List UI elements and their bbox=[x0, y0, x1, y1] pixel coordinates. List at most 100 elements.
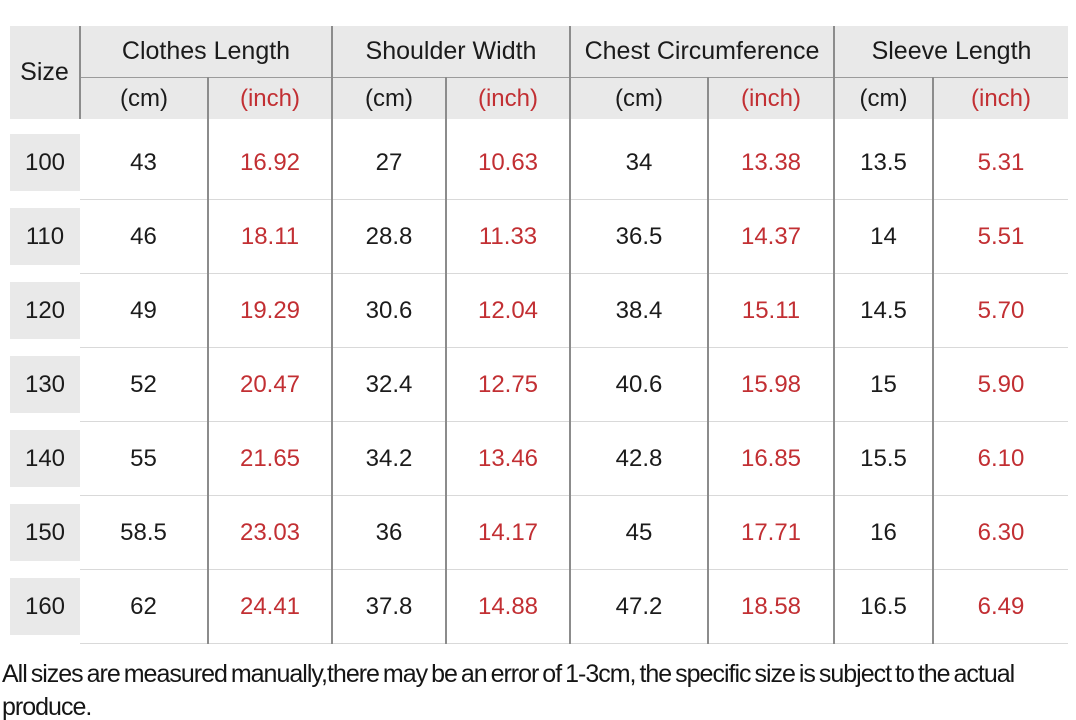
table-row: 130 52 20.47 32.4 12.75 40.6 15.98 15 5.… bbox=[10, 347, 1069, 422]
size-chart-table: Size Clothes Length Shoulder Width Chest… bbox=[10, 26, 1069, 644]
size-chip: 160 bbox=[10, 578, 80, 635]
column-group-clothes-length: Clothes Length bbox=[79, 26, 332, 78]
unit-label-inch: (inch) bbox=[207, 77, 332, 119]
size-cell: 150 bbox=[10, 495, 80, 570]
value-cell: 14.5 bbox=[833, 273, 933, 348]
value-cell: 58.5 bbox=[80, 495, 208, 570]
unit-label-cm: (cm) bbox=[331, 77, 446, 119]
size-cell: 100 bbox=[10, 126, 80, 200]
value-cell: 55 bbox=[80, 421, 208, 496]
value-cell: 34.2 bbox=[331, 421, 446, 496]
header-gap bbox=[80, 119, 208, 126]
header-gap bbox=[569, 119, 708, 126]
value-cell: 21.65 bbox=[207, 421, 332, 496]
value-cell: 10.63 bbox=[445, 126, 570, 200]
header-gap bbox=[331, 119, 446, 126]
value-cell: 18.11 bbox=[207, 199, 332, 274]
value-cell: 5.90 bbox=[931, 347, 1069, 422]
value-cell: 14.88 bbox=[445, 569, 570, 644]
size-chip: 150 bbox=[10, 504, 80, 561]
value-cell: 18.58 bbox=[707, 569, 834, 644]
page: Size Clothes Length Shoulder Width Chest… bbox=[0, 26, 1076, 720]
value-cell: 40.6 bbox=[569, 347, 708, 422]
table-row: 120 49 19.29 30.6 12.04 38.4 15.11 14.5 … bbox=[10, 273, 1069, 348]
unit-label-inch: (inch) bbox=[445, 77, 570, 119]
value-cell: 32.4 bbox=[331, 347, 446, 422]
value-cell: 34 bbox=[569, 126, 708, 200]
size-cell: 130 bbox=[10, 347, 80, 422]
value-cell: 47.2 bbox=[569, 569, 708, 644]
measurement-note: All sizes are measured manually,there ma… bbox=[2, 660, 1015, 720]
value-cell: 15.98 bbox=[707, 347, 834, 422]
size-cell: 140 bbox=[10, 421, 80, 496]
value-cell: 13.38 bbox=[707, 126, 834, 200]
column-group-sleeve-length: Sleeve Length bbox=[832, 26, 1069, 78]
table-row: 150 58.5 23.03 36 14.17 45 17.71 16 6.30 bbox=[10, 495, 1069, 570]
value-cell: 43 bbox=[80, 126, 208, 200]
value-cell: 13.5 bbox=[833, 126, 933, 200]
value-cell: 46 bbox=[80, 199, 208, 274]
size-cell: 160 bbox=[10, 569, 80, 644]
value-cell: 14 bbox=[833, 199, 933, 274]
size-cell: 110 bbox=[10, 199, 80, 274]
value-cell: 15.5 bbox=[833, 421, 933, 496]
value-cell: 37.8 bbox=[331, 569, 446, 644]
value-cell: 24.41 bbox=[207, 569, 332, 644]
value-cell: 23.03 bbox=[207, 495, 332, 570]
header-gap bbox=[10, 119, 80, 126]
header-gap bbox=[207, 119, 332, 126]
table-row: 110 46 18.11 28.8 11.33 36.5 14.37 14 5.… bbox=[10, 199, 1069, 274]
column-group-shoulder-width: Shoulder Width bbox=[331, 26, 570, 78]
value-cell: 6.49 bbox=[931, 569, 1069, 644]
header-gap bbox=[707, 119, 834, 126]
table-row: 160 62 24.41 37.8 14.88 47.2 18.58 16.5 … bbox=[10, 569, 1069, 644]
size-cell: 120 bbox=[10, 273, 80, 348]
value-cell: 12.04 bbox=[445, 273, 570, 348]
value-cell: 5.51 bbox=[931, 199, 1069, 274]
size-chip: 100 bbox=[10, 134, 80, 192]
value-cell: 27 bbox=[331, 126, 446, 200]
value-cell: 16.92 bbox=[207, 126, 332, 200]
value-cell: 15.11 bbox=[707, 273, 834, 348]
value-cell: 28.8 bbox=[331, 199, 446, 274]
size-chip: 140 bbox=[10, 430, 80, 487]
header-gap bbox=[833, 119, 933, 126]
value-cell: 36.5 bbox=[569, 199, 708, 274]
unit-label-cm: (cm) bbox=[569, 77, 708, 119]
value-cell: 14.37 bbox=[707, 199, 834, 274]
value-cell: 5.70 bbox=[931, 273, 1069, 348]
header-gap bbox=[931, 119, 1069, 126]
unit-label-inch: (inch) bbox=[707, 77, 834, 119]
header-gap bbox=[445, 119, 570, 126]
value-cell: 30.6 bbox=[331, 273, 446, 348]
value-cell: 16 bbox=[833, 495, 933, 570]
value-cell: 11.33 bbox=[445, 199, 570, 274]
value-cell: 45 bbox=[569, 495, 708, 570]
value-cell: 5.31 bbox=[931, 126, 1069, 200]
category-header-row: Size Clothes Length Shoulder Width Chest… bbox=[10, 26, 1069, 119]
value-cell: 17.71 bbox=[707, 495, 834, 570]
value-cell: 38.4 bbox=[569, 273, 708, 348]
unit-label-cm: (cm) bbox=[79, 77, 208, 119]
table-row: 140 55 21.65 34.2 13.46 42.8 16.85 15.5 … bbox=[10, 421, 1069, 496]
unit-label-inch: (inch) bbox=[931, 77, 1069, 119]
size-chip: 120 bbox=[10, 282, 80, 339]
value-cell: 14.17 bbox=[445, 495, 570, 570]
header-gap-row bbox=[10, 119, 1069, 126]
value-cell: 49 bbox=[80, 273, 208, 348]
size-chip: 130 bbox=[10, 356, 80, 413]
value-cell: 16.85 bbox=[707, 421, 834, 496]
unit-label-cm: (cm) bbox=[833, 77, 933, 119]
value-cell: 62 bbox=[80, 569, 208, 644]
value-cell: 16.5 bbox=[833, 569, 933, 644]
size-column-header: Size bbox=[10, 26, 80, 119]
value-cell: 52 bbox=[80, 347, 208, 422]
value-cell: 6.10 bbox=[931, 421, 1069, 496]
table-row: 100 43 16.92 27 10.63 34 13.38 13.5 5.31 bbox=[10, 126, 1069, 200]
value-cell: 42.8 bbox=[569, 421, 708, 496]
value-cell: 19.29 bbox=[207, 273, 332, 348]
column-group-chest-circumference: Chest Circumference bbox=[569, 26, 834, 78]
unit-header-row: (cm) (inch) (cm) (inch) (cm) (inch) (cm)… bbox=[10, 77, 1069, 119]
value-cell: 15 bbox=[833, 347, 933, 422]
value-cell: 13.46 bbox=[445, 421, 570, 496]
